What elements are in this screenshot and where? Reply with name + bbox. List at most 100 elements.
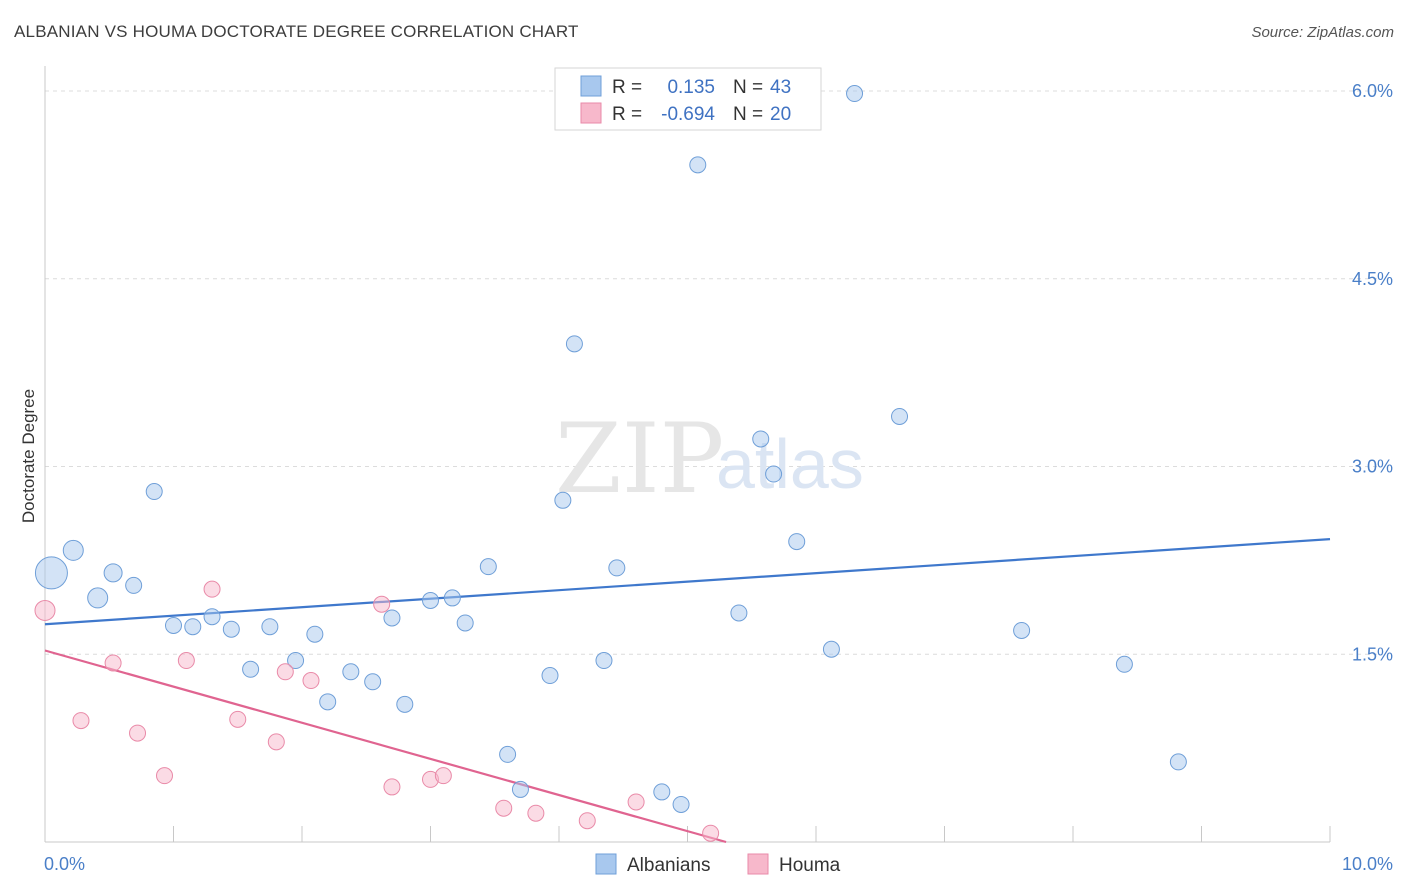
data-point-houma xyxy=(373,595,391,613)
data-point-houma xyxy=(527,804,545,822)
data-point-albanians xyxy=(511,780,529,798)
data-point-albanians xyxy=(145,483,163,501)
x-tick-labels: 0.0% 10.0% xyxy=(44,854,1393,874)
data-point-albanians xyxy=(499,745,517,763)
data-point-houma xyxy=(229,710,247,728)
data-point-albanians xyxy=(306,625,324,643)
legend-item-albanians[interactable]: Albanians xyxy=(627,855,710,876)
source-label: Source: ZipAtlas.com xyxy=(1251,24,1394,41)
x-tick-label-max: 10.0% xyxy=(1342,854,1393,874)
data-point-albanians xyxy=(752,430,770,448)
data-point-albanians xyxy=(788,533,806,551)
legend-swatch-houma xyxy=(580,102,602,124)
data-point-houma xyxy=(72,712,90,730)
data-point-albanians xyxy=(203,608,221,626)
trend-line-albanians xyxy=(44,538,1331,626)
y-tick-labels: 1.5% 3.0% 4.5% 6.0% xyxy=(1352,81,1393,664)
data-point-albanians xyxy=(261,618,279,636)
data-point-albanians xyxy=(222,620,240,638)
series-houma xyxy=(34,580,720,842)
data-point-albanians xyxy=(730,604,748,622)
legend-r-label-houma: R = xyxy=(612,104,642,125)
data-point-houma xyxy=(383,778,401,796)
data-point-albanians xyxy=(891,407,909,425)
legend-n-label-houma: N = xyxy=(733,104,763,125)
watermark-zip: ZIP xyxy=(555,403,724,515)
trend-line-houma xyxy=(44,649,727,844)
series-albanians xyxy=(34,85,1187,813)
data-point-albanians xyxy=(103,563,123,583)
legend-swatch-albanians xyxy=(580,75,602,97)
data-point-houma xyxy=(156,767,174,785)
y-tick-label: 4.5% xyxy=(1352,269,1393,289)
data-point-houma xyxy=(129,724,147,742)
data-point-albanians xyxy=(34,556,68,590)
data-point-houma xyxy=(177,652,195,670)
legend-r-value-houma: -0.694 xyxy=(661,104,715,125)
data-point-albanians xyxy=(1169,753,1187,771)
data-point-houma xyxy=(302,672,320,690)
data-point-albanians xyxy=(364,673,382,691)
data-point-houma xyxy=(434,767,452,785)
data-point-houma xyxy=(34,599,56,621)
data-point-albanians xyxy=(689,156,707,174)
data-point-albanians xyxy=(1115,655,1133,673)
data-point-houma xyxy=(203,580,221,598)
legend-r-label-albanians: R = xyxy=(612,77,642,98)
data-point-albanians xyxy=(165,616,182,634)
chart-title: ALBANIAN VS HOUMA DOCTORATE DEGREE CORRE… xyxy=(14,22,579,41)
data-point-albanians xyxy=(541,667,559,685)
x-tick-label-min: 0.0% xyxy=(44,854,85,874)
data-point-albanians xyxy=(456,614,474,632)
legend-item-albanians-swatch[interactable] xyxy=(595,853,617,875)
data-point-albanians xyxy=(125,576,143,594)
data-point-albanians xyxy=(342,663,360,681)
legend-item-houma[interactable]: Houma xyxy=(779,855,841,876)
stats-legend: R = 0.135 N = 43 R = -0.694 N = 20 xyxy=(554,67,822,131)
data-point-albanians xyxy=(672,795,690,813)
data-point-albanians xyxy=(422,591,439,609)
axes xyxy=(44,66,1331,843)
data-point-albanians xyxy=(479,558,497,576)
y-tick-label: 6.0% xyxy=(1352,81,1393,101)
series-legend: Albanians Houma xyxy=(595,853,841,876)
data-point-albanians xyxy=(822,640,840,658)
y-tick-label: 1.5% xyxy=(1352,644,1393,664)
data-point-houma xyxy=(578,812,596,830)
data-point-houma xyxy=(276,663,294,681)
legend-n-value-albanians: 43 xyxy=(770,77,791,98)
data-point-albanians xyxy=(608,559,626,577)
data-point-albanians xyxy=(653,783,671,801)
data-point-albanians xyxy=(565,335,583,353)
data-point-houma xyxy=(104,654,122,672)
watermark: ZIP atlas xyxy=(555,403,864,515)
data-point-albanians xyxy=(595,652,613,670)
data-point-houma xyxy=(267,733,285,751)
data-point-houma xyxy=(627,793,645,811)
data-point-albanians xyxy=(846,85,864,103)
y-axis-title: Doctorate Degree xyxy=(19,389,38,523)
data-point-albanians xyxy=(242,660,260,678)
data-point-houma xyxy=(495,799,513,817)
legend-n-value-houma: 20 xyxy=(770,104,791,125)
scatter-points xyxy=(34,85,1187,842)
legend-item-houma-swatch[interactable] xyxy=(747,853,769,875)
data-point-albanians xyxy=(554,491,572,509)
data-point-albanians xyxy=(765,465,783,483)
grid-lines xyxy=(45,90,1380,655)
trend-lines xyxy=(44,538,1331,844)
data-point-albanians xyxy=(287,652,305,670)
legend-n-label-albanians: N = xyxy=(733,77,763,98)
data-point-albanians xyxy=(1013,621,1031,639)
data-point-albanians xyxy=(62,539,84,561)
watermark-atlas: atlas xyxy=(716,425,864,503)
data-point-albanians xyxy=(383,609,401,627)
data-point-albanians xyxy=(443,589,461,607)
data-point-albanians xyxy=(184,618,202,636)
legend-r-value-albanians: 0.135 xyxy=(667,77,715,98)
data-point-albanians xyxy=(396,695,414,713)
data-point-houma xyxy=(702,824,720,842)
data-point-albanians xyxy=(319,693,337,711)
y-tick-label: 3.0% xyxy=(1352,457,1393,477)
